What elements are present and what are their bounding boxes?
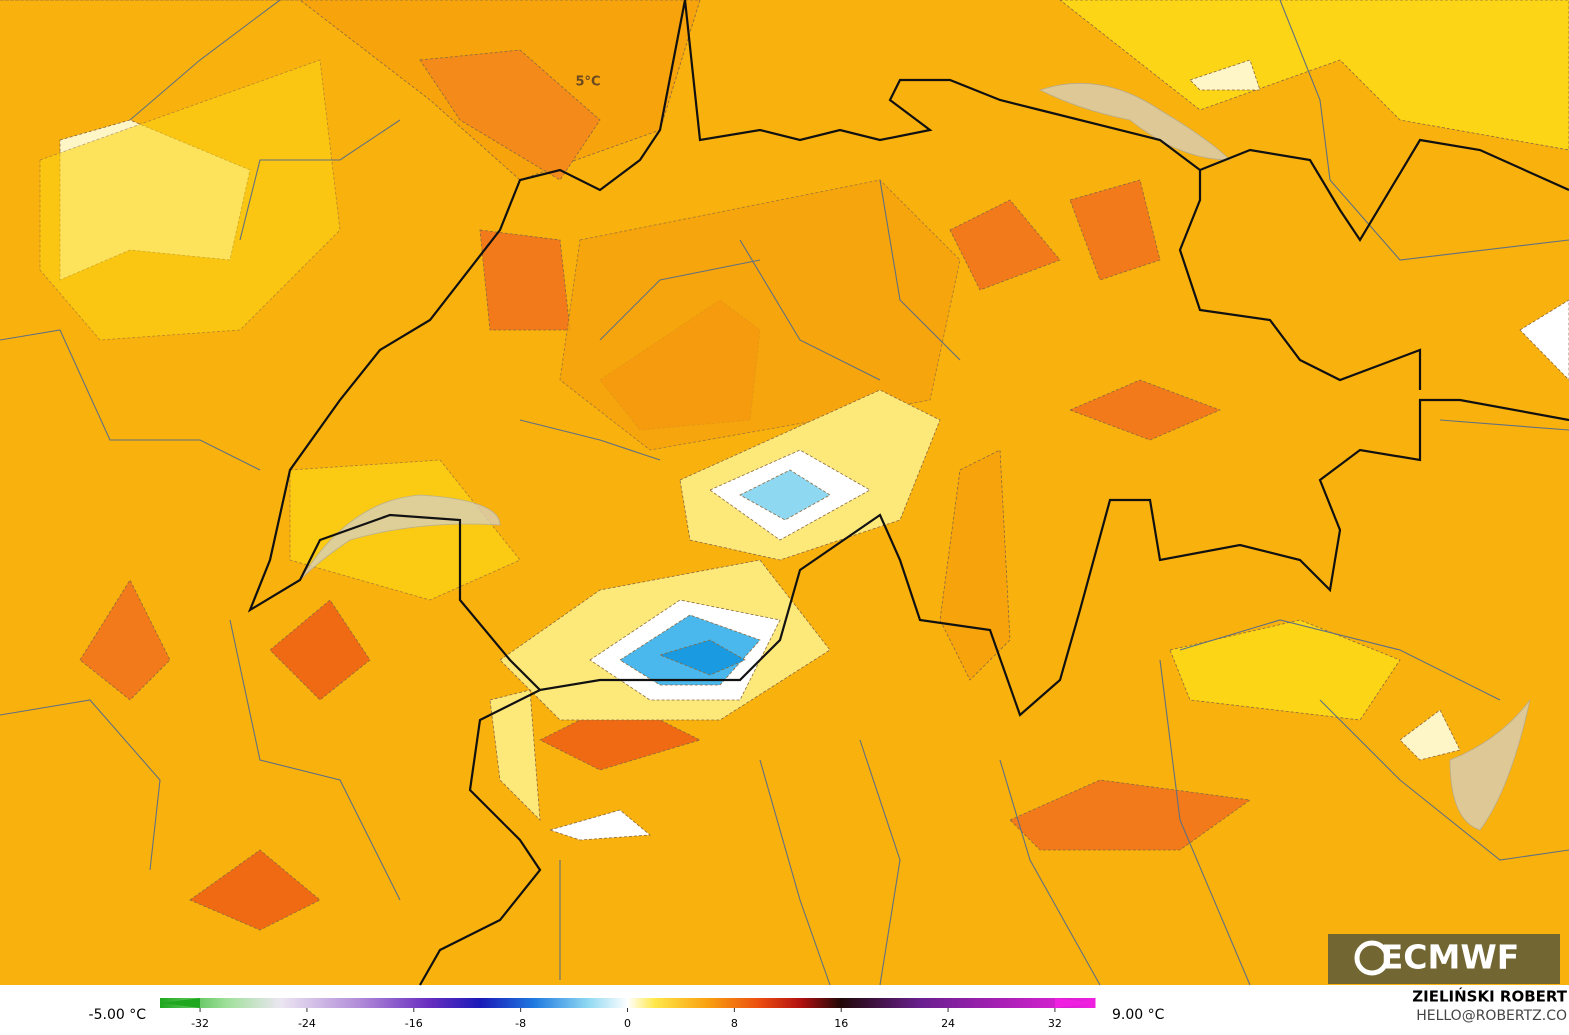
colorbar-segment [226, 998, 281, 1008]
colorbar-segment [801, 998, 842, 1008]
colorbar-segment [761, 998, 802, 1008]
colorbar-tick-label: 8 [731, 1017, 738, 1030]
map-label: 5°C [575, 75, 600, 90]
colorbar-segment [587, 998, 628, 1008]
colorbar-segment [707, 998, 762, 1008]
logo-text: ECMWF [1381, 938, 1520, 977]
temperature-map: 5°C [0, 0, 1569, 986]
colorbar: -32 -24 -16 -8 0 8 16 24 32 [160, 998, 1096, 1030]
colorbar-segment [480, 998, 535, 1008]
credit-name: ZIELIŃSKI ROBERT [1412, 987, 1567, 1006]
colorbar-segment [280, 998, 361, 1008]
country-border [247, 0, 1569, 986]
colorbar-segment [627, 998, 655, 1008]
colorbar-tick-label: -24 [298, 1017, 316, 1030]
colorbar-segment [360, 998, 428, 1008]
colorbar-tick-label: 0 [624, 1017, 631, 1030]
colorbar-segment [921, 998, 1096, 1008]
colorbar-tick-label: -8 [515, 1017, 526, 1030]
colorbar-tick-label: -32 [191, 1017, 209, 1030]
colorbar-segment [654, 998, 709, 1008]
colorbar-max-label: 9.00 °C [1112, 1007, 1165, 1023]
colorbar-tick-label: 32 [1048, 1017, 1062, 1030]
colorbar-tick-label: -16 [405, 1017, 423, 1030]
colorbar-segment [427, 998, 482, 1008]
logo: ECMWF [1328, 934, 1560, 984]
colorbar-end [1055, 998, 1095, 1008]
credit-email: HELLO@ROBERTZ.CO [1416, 1008, 1567, 1024]
colorbar-segment [534, 998, 588, 1008]
colorbar-tick-label: 24 [941, 1017, 955, 1030]
colorbar-tick-label: 16 [834, 1017, 848, 1030]
colorbar-end [160, 998, 200, 1008]
colorbar-segment [841, 998, 922, 1008]
colorbar-min-label: -5.00 °C [89, 1007, 147, 1023]
